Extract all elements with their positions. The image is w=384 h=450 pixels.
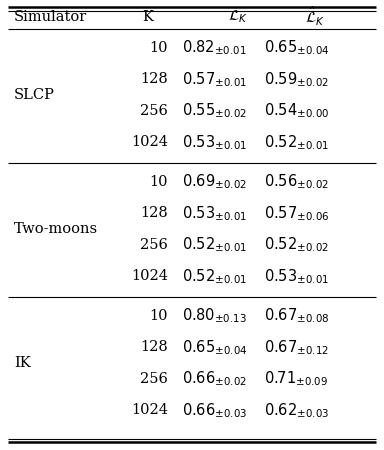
Text: IK: IK <box>14 356 31 370</box>
Text: $0.71_{\pm 0.09}$: $0.71_{\pm 0.09}$ <box>264 369 328 388</box>
Text: SLCP: SLCP <box>14 88 55 102</box>
Text: $0.80_{\pm 0.13}$: $0.80_{\pm 0.13}$ <box>182 306 247 325</box>
Text: $0.52_{\pm 0.01}$: $0.52_{\pm 0.01}$ <box>182 235 247 254</box>
Text: $0.53_{\pm 0.01}$: $0.53_{\pm 0.01}$ <box>182 204 247 223</box>
Text: $0.69_{\pm 0.02}$: $0.69_{\pm 0.02}$ <box>182 172 247 191</box>
Text: $0.57_{\pm 0.01}$: $0.57_{\pm 0.01}$ <box>182 70 247 89</box>
Text: $0.67_{\pm 0.08}$: $0.67_{\pm 0.08}$ <box>264 306 329 325</box>
Text: $0.66_{\pm 0.02}$: $0.66_{\pm 0.02}$ <box>182 369 247 388</box>
Text: $0.54_{\pm 0.00}$: $0.54_{\pm 0.00}$ <box>264 102 329 120</box>
Text: 1024: 1024 <box>131 135 168 149</box>
Text: K: K <box>142 10 154 24</box>
Text: $\hat{\mathcal{L}}_K$: $\hat{\mathcal{L}}_K$ <box>305 6 325 28</box>
Text: $0.52_{\pm 0.02}$: $0.52_{\pm 0.02}$ <box>264 235 329 254</box>
Text: 10: 10 <box>149 309 168 323</box>
Text: $0.67_{\pm 0.12}$: $0.67_{\pm 0.12}$ <box>264 338 329 357</box>
Text: $0.52_{\pm 0.01}$: $0.52_{\pm 0.01}$ <box>264 133 329 152</box>
Text: Simulator: Simulator <box>14 10 87 24</box>
Text: $0.55_{\pm 0.02}$: $0.55_{\pm 0.02}$ <box>182 102 247 120</box>
Text: 128: 128 <box>140 207 168 220</box>
Text: $\mathcal{L}_K$: $\mathcal{L}_K$ <box>228 9 248 25</box>
Text: $0.52_{\pm 0.01}$: $0.52_{\pm 0.01}$ <box>182 267 247 286</box>
Text: $0.62_{\pm 0.03}$: $0.62_{\pm 0.03}$ <box>264 401 329 420</box>
Text: $0.57_{\pm 0.06}$: $0.57_{\pm 0.06}$ <box>264 204 329 223</box>
Text: 256: 256 <box>140 238 168 252</box>
Text: $0.65_{\pm 0.04}$: $0.65_{\pm 0.04}$ <box>264 39 329 57</box>
Text: Two-moons: Two-moons <box>14 222 98 236</box>
Text: 1024: 1024 <box>131 270 168 284</box>
Text: 256: 256 <box>140 104 168 118</box>
Text: 128: 128 <box>140 72 168 86</box>
Text: $0.56_{\pm 0.02}$: $0.56_{\pm 0.02}$ <box>264 172 329 191</box>
Text: $0.66_{\pm 0.03}$: $0.66_{\pm 0.03}$ <box>182 401 247 420</box>
Text: 1024: 1024 <box>131 403 168 418</box>
Text: $0.59_{\pm 0.02}$: $0.59_{\pm 0.02}$ <box>264 70 329 89</box>
Text: 10: 10 <box>149 41 168 55</box>
Text: $0.53_{\pm 0.01}$: $0.53_{\pm 0.01}$ <box>264 267 329 286</box>
Text: $0.65_{\pm 0.04}$: $0.65_{\pm 0.04}$ <box>182 338 247 357</box>
Text: 128: 128 <box>140 340 168 355</box>
Text: $0.82_{\pm 0.01}$: $0.82_{\pm 0.01}$ <box>182 39 247 57</box>
Text: 256: 256 <box>140 372 168 386</box>
Text: 10: 10 <box>149 175 168 189</box>
Text: $0.53_{\pm 0.01}$: $0.53_{\pm 0.01}$ <box>182 133 247 152</box>
